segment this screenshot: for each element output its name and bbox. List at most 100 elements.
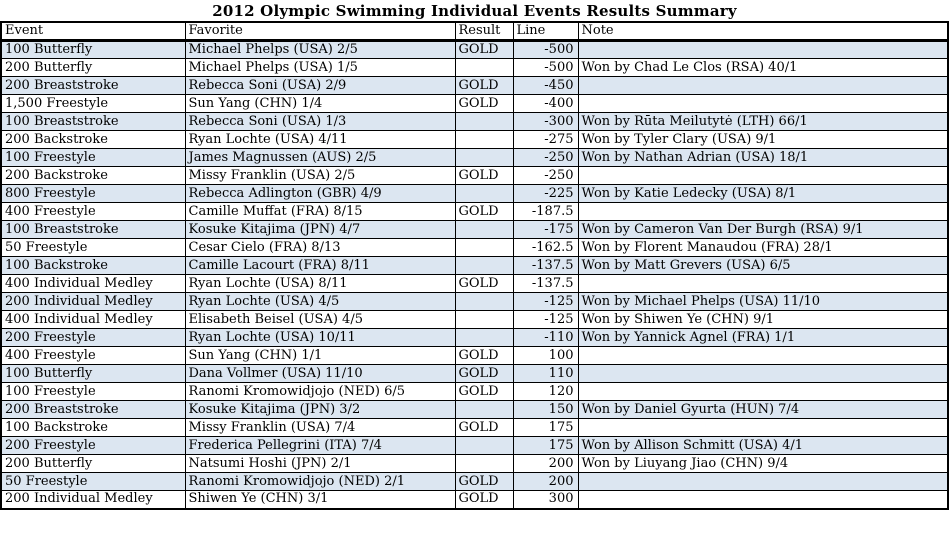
cell-result: GOLD — [454, 346, 514, 365]
table-row: 400 Freestyle Camille Muffat (FRA) 8/15 … — [0, 202, 949, 221]
cell-result: GOLD — [454, 166, 514, 185]
cell-event: 50 Freestyle — [0, 238, 186, 257]
cell-note: Won by Florent Manaudou (FRA) 28/1 — [577, 238, 949, 257]
cell-event: 100 Freestyle — [0, 148, 186, 167]
cell-result — [454, 454, 514, 473]
cell-event: 200 Backstroke — [0, 130, 186, 149]
cell-favorite: Michael Phelps (USA) 1/5 — [184, 58, 456, 77]
table-row: 100 Butterfly Dana Vollmer (USA) 11/10 G… — [0, 364, 949, 383]
cell-line: -250 — [512, 148, 579, 167]
cell-result: GOLD — [454, 382, 514, 401]
cell-line: -275 — [512, 130, 579, 149]
cell-event: 100 Breaststroke — [0, 112, 186, 131]
cell-result: GOLD — [454, 274, 514, 293]
cell-note — [577, 202, 949, 221]
cell-line: -162.5 — [512, 238, 579, 257]
cell-event: 400 Individual Medley — [0, 274, 186, 293]
cell-line: -225 — [512, 184, 579, 203]
cell-note — [577, 472, 949, 491]
cell-result — [454, 436, 514, 455]
table-row: 50 Freestyle Cesar Cielo (FRA) 8/13 -162… — [0, 238, 949, 257]
column-header-favorite: Favorite — [184, 21, 456, 42]
cell-note: Won by Daniel Gyurta (HUN) 7/4 — [577, 400, 949, 419]
table-row: 100 Freestyle James Magnussen (AUS) 2/5 … — [0, 148, 949, 167]
cell-event: 200 Backstroke — [0, 166, 186, 185]
cell-note: Won by Katie Ledecky (USA) 8/1 — [577, 184, 949, 203]
cell-event: 400 Freestyle — [0, 202, 186, 221]
cell-line: 120 — [512, 382, 579, 401]
cell-favorite: Kosuke Kitajima (JPN) 3/2 — [184, 400, 456, 419]
table-row: 100 Breaststroke Kosuke Kitajima (JPN) 4… — [0, 220, 949, 239]
cell-note — [577, 346, 949, 365]
cell-favorite: Kosuke Kitajima (JPN) 4/7 — [184, 220, 456, 239]
cell-favorite: Missy Franklin (USA) 2/5 — [184, 166, 456, 185]
cell-note: Won by Liuyang Jiao (CHN) 9/4 — [577, 454, 949, 473]
cell-note: Won by Yannick Agnel (FRA) 1/1 — [577, 328, 949, 347]
cell-event: 200 Breaststroke — [0, 400, 186, 419]
cell-event: 100 Butterfly — [0, 40, 186, 59]
table-header: Event Favorite Result Line Note — [0, 21, 949, 42]
cell-event: 200 Freestyle — [0, 328, 186, 347]
cell-result — [454, 400, 514, 419]
cell-favorite: Ryan Lochte (USA) 4/11 — [184, 130, 456, 149]
cell-line: -400 — [512, 94, 579, 113]
table-row: 200 Breaststroke Kosuke Kitajima (JPN) 3… — [0, 400, 949, 419]
cell-result — [454, 148, 514, 167]
cell-note — [577, 94, 949, 113]
cell-result — [454, 112, 514, 131]
table-row: 200 Freestyle Frederica Pellegrini (ITA)… — [0, 436, 949, 455]
cell-note: Won by Shiwen Ye (CHN) 9/1 — [577, 310, 949, 329]
cell-note — [577, 274, 949, 293]
cell-event: 100 Backstroke — [0, 418, 186, 437]
cell-line: 150 — [512, 400, 579, 419]
table-row: 200 Individual Medley Shiwen Ye (CHN) 3/… — [0, 490, 949, 509]
cell-line: -137.5 — [512, 274, 579, 293]
cell-favorite: Rebecca Soni (USA) 2/9 — [184, 76, 456, 95]
table-row: 100 Backstroke Missy Franklin (USA) 7/4 … — [0, 418, 949, 437]
table-row: 200 Butterfly Natsumi Hoshi (JPN) 2/1 20… — [0, 454, 949, 473]
table-row: 200 Freestyle Ryan Lochte (USA) 10/11 -1… — [0, 328, 949, 347]
cell-event: 200 Butterfly — [0, 58, 186, 77]
cell-result — [454, 238, 514, 257]
cell-favorite: Dana Vollmer (USA) 11/10 — [184, 364, 456, 383]
column-header-line: Line — [512, 21, 579, 42]
cell-favorite: Camille Lacourt (FRA) 8/11 — [184, 256, 456, 275]
cell-line: -175 — [512, 220, 579, 239]
cell-event: 800 Freestyle — [0, 184, 186, 203]
column-header-note: Note — [577, 21, 949, 42]
results-table: Event Favorite Result Line Note 100 Butt… — [0, 21, 949, 510]
cell-note: Won by Rūta Meilutytė (LTH) 66/1 — [577, 112, 949, 131]
table-row: 200 Butterfly Michael Phelps (USA) 1/5 -… — [0, 58, 949, 77]
cell-favorite: Frederica Pellegrini (ITA) 7/4 — [184, 436, 456, 455]
cell-line: 200 — [512, 472, 579, 491]
table-row: 400 Individual Medley Ryan Lochte (USA) … — [0, 274, 949, 293]
cell-line: 100 — [512, 346, 579, 365]
cell-line: -125 — [512, 310, 579, 329]
table-body: 100 Butterfly Michael Phelps (USA) 2/5 G… — [0, 40, 949, 509]
header-row: Event Favorite Result Line Note — [0, 21, 949, 42]
cell-event: 50 Freestyle — [0, 472, 186, 491]
cell-result: GOLD — [454, 472, 514, 491]
cell-result: GOLD — [454, 364, 514, 383]
cell-event: 1,500 Freestyle — [0, 94, 186, 113]
cell-result: GOLD — [454, 202, 514, 221]
cell-result — [454, 130, 514, 149]
cell-line: -500 — [512, 40, 579, 59]
column-header-result: Result — [454, 21, 514, 42]
cell-favorite: Rebecca Soni (USA) 1/3 — [184, 112, 456, 131]
cell-favorite: James Magnussen (AUS) 2/5 — [184, 148, 456, 167]
cell-result: GOLD — [454, 76, 514, 95]
cell-favorite: Ryan Lochte (USA) 10/11 — [184, 328, 456, 347]
cell-favorite: Sun Yang (CHN) 1/1 — [184, 346, 456, 365]
cell-line: -137.5 — [512, 256, 579, 275]
cell-favorite: Shiwen Ye (CHN) 3/1 — [184, 490, 456, 509]
cell-note — [577, 382, 949, 401]
cell-line: 175 — [512, 418, 579, 437]
cell-note — [577, 490, 949, 509]
cell-result — [454, 256, 514, 275]
cell-favorite: Ryan Lochte (USA) 8/11 — [184, 274, 456, 293]
cell-event: 100 Backstroke — [0, 256, 186, 275]
cell-note — [577, 166, 949, 185]
cell-note — [577, 40, 949, 59]
table-row: 100 Butterfly Michael Phelps (USA) 2/5 G… — [0, 40, 949, 59]
